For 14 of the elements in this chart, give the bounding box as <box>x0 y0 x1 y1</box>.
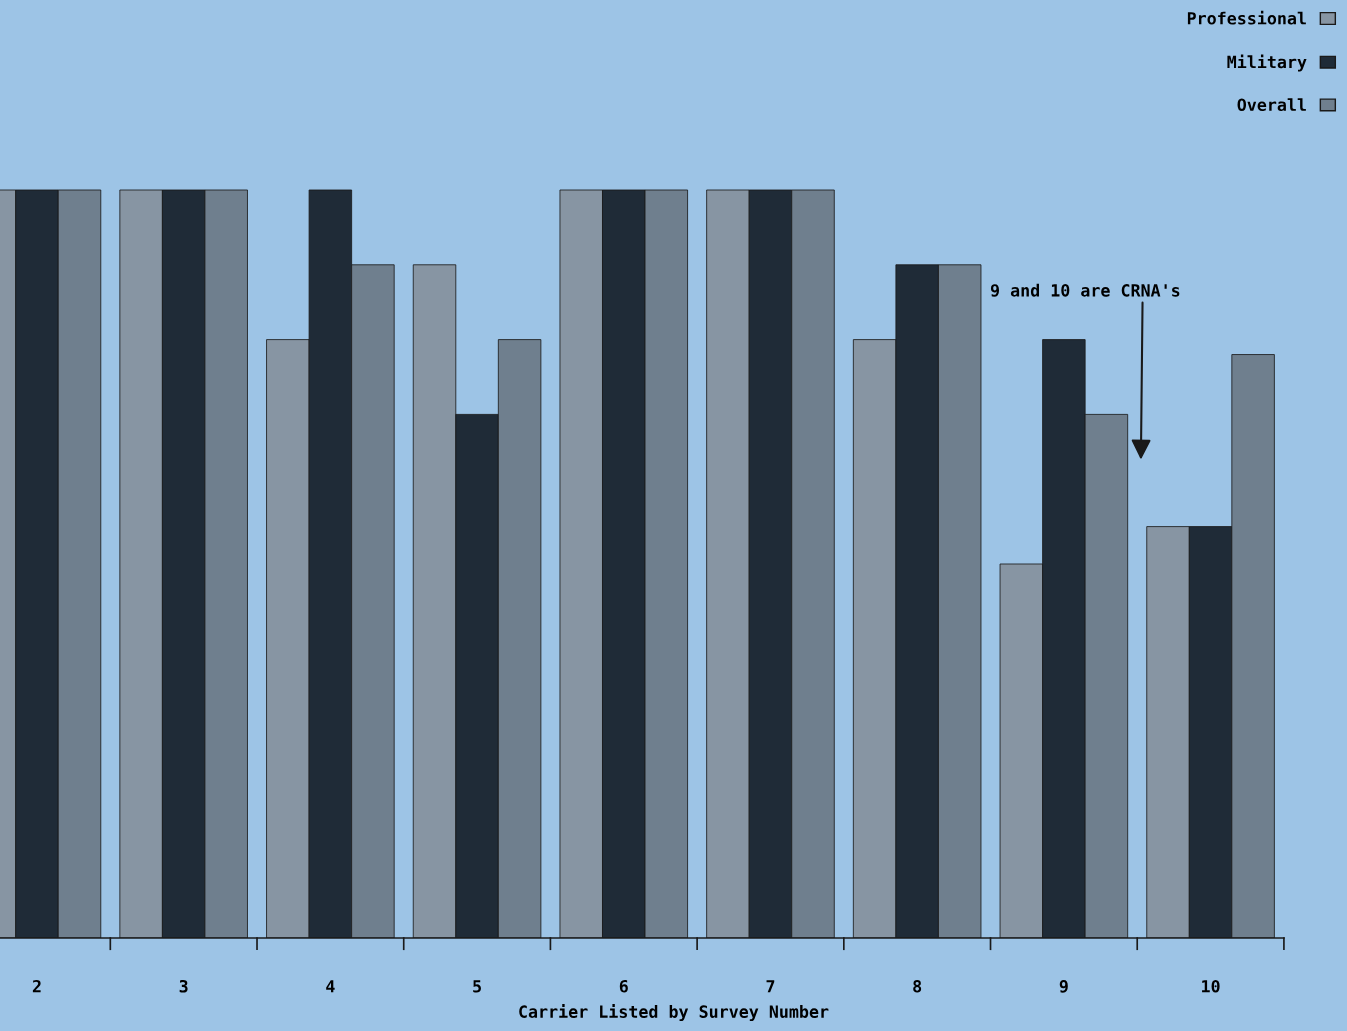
legend-label: Professional <box>1187 10 1306 25</box>
x-tick-label: 3 <box>179 979 188 993</box>
x-tick-label: 6 <box>619 979 628 993</box>
x-tick-label: 5 <box>473 980 481 993</box>
annotation: 9 and 10 are CRNA's <box>990 283 1180 297</box>
x-tick-label: 10 <box>1202 979 1220 993</box>
x-tick-label: 9 <box>1059 980 1068 993</box>
x-axis-title: Carrier Listed by Survey Number <box>519 1004 829 1022</box>
x-tick-label: 2 <box>32 979 41 993</box>
x-tick-label: 7 <box>766 980 775 993</box>
x-tick-label: 4 <box>326 980 335 993</box>
legend-label: Overall <box>1237 98 1306 112</box>
x-tick-label: 8 <box>913 979 922 993</box>
legend-label: Military <box>1227 54 1307 72</box>
